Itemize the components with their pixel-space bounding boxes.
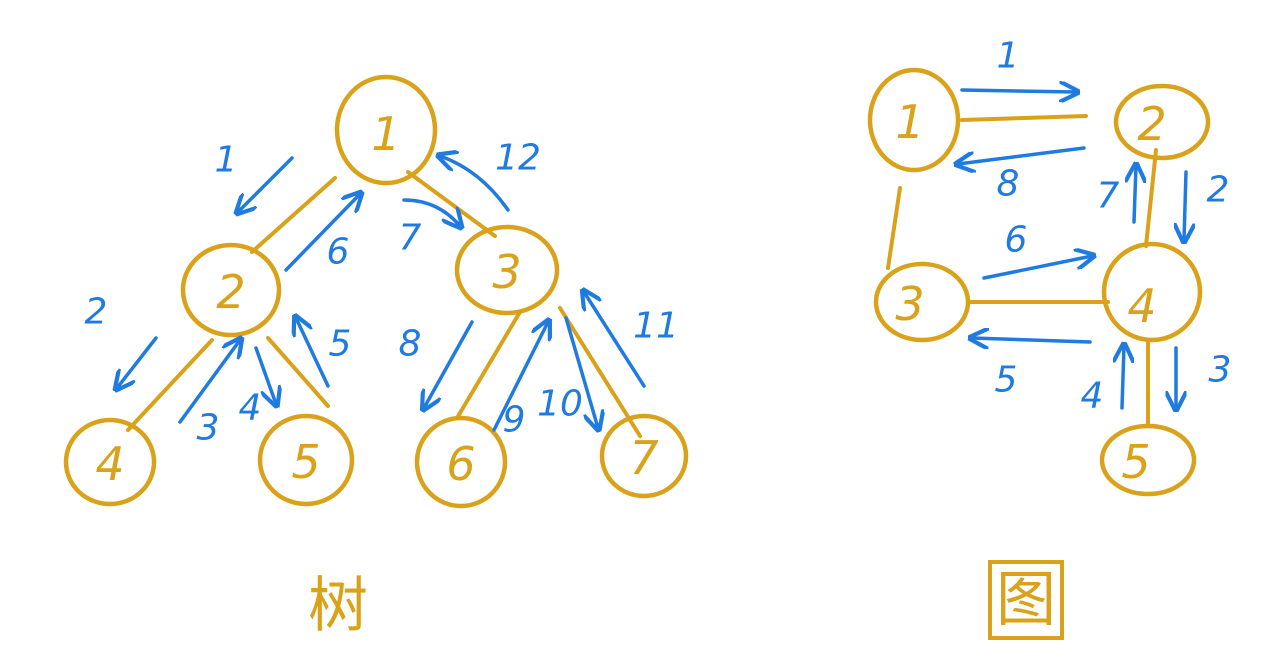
graph-edges [886, 114, 1158, 426]
tree-step-label: 9 [503, 400, 526, 441]
tree-node-label: 4 [95, 437, 124, 491]
tree-edge-1-3 [406, 170, 497, 238]
tree-arrow-8 [424, 320, 474, 408]
tree-node-label: 6 [446, 437, 475, 491]
tree-edge-2-4 [126, 338, 214, 432]
graph-arrows [958, 90, 1186, 408]
tree-arrow-6 [284, 194, 360, 272]
tree-arrow-7 [402, 198, 460, 226]
tree-step-labels: 1 2 3 4 5 6 7 8 9 10 11 12 [85, 138, 679, 449]
caption-frame [988, 560, 1064, 640]
graph-node-label: 1 [895, 95, 924, 149]
graph-arrow-4 [1122, 346, 1124, 410]
tree-node-1: 1 [334, 74, 438, 186]
tree-step-label: 1 [215, 140, 238, 181]
tree-node-3: 3 [454, 224, 560, 316]
graph-node-5: 5 [1099, 423, 1197, 497]
tree-arrow-5 [296, 318, 330, 388]
tree-node-2: 2 [180, 242, 282, 338]
graph-step-label: 4 [1081, 376, 1104, 417]
tree-caption: 树 [308, 571, 368, 641]
graph-step-label: 5 [995, 360, 1018, 401]
graph-node-3: 3 [873, 261, 971, 343]
tree-node-label: 7 [629, 431, 658, 485]
tree-step-label: 2 [85, 292, 108, 333]
graph-node-4: 4 [1101, 241, 1203, 343]
tree-step-label: 12 [495, 138, 541, 179]
graph-step-label: 6 [1005, 220, 1028, 261]
tree-step-label: 11 [633, 306, 679, 347]
tree-node-label: 2 [216, 265, 245, 319]
graph-edge-2-4 [1144, 148, 1158, 248]
graph-node-label: 5 [1121, 435, 1150, 489]
tree-node-7: 7 [599, 413, 689, 499]
tree-step-label: 5 [329, 324, 352, 365]
tree-arrow-9 [492, 322, 548, 432]
graph-step-label: 8 [997, 164, 1020, 205]
graph-arrow-2 [1184, 170, 1186, 240]
tree-arrow-3 [178, 340, 240, 424]
tree-step-label: 10 [537, 384, 583, 425]
tree-node-6: 6 [414, 415, 508, 509]
tree-arrow-4 [254, 346, 276, 404]
tree-edges [126, 170, 642, 438]
graph-node-label: 4 [1127, 279, 1156, 333]
tree-step-label: 8 [399, 324, 422, 365]
tree-edge-2-5 [266, 336, 330, 408]
graph-node-2: 2 [1113, 83, 1211, 161]
graph-step-label: 2 [1207, 170, 1230, 211]
graph-node-label: 3 [895, 277, 924, 331]
graph-step-labels: 1 2 3 4 5 6 7 8 [995, 36, 1232, 417]
tree-step-label: 6 [327, 232, 350, 273]
tree-arrows [117, 156, 646, 432]
tree-step-label: 7 [399, 218, 422, 259]
graph-diagram: 1 2 3 4 5 1 [867, 36, 1232, 640]
graph-caption-group: 图 [988, 560, 1064, 640]
graph-node-label: 2 [1137, 97, 1166, 151]
tree-diagram: 1 2 3 4 5 6 7 [63, 74, 689, 641]
graph-arrow-6 [982, 256, 1092, 280]
graph-arrow-5 [972, 338, 1092, 342]
graph-arrow-8 [958, 146, 1086, 164]
tree-arrow-10 [564, 316, 598, 428]
tree-arrow-12 [440, 156, 510, 212]
tree-step-label: 4 [239, 388, 262, 429]
tree-arrow-1 [238, 156, 294, 212]
tree-node-label: 1 [371, 107, 400, 161]
tree-node-label: 3 [492, 245, 521, 299]
graph-step-label: 7 [1097, 176, 1120, 217]
tree-node-5: 5 [257, 413, 355, 507]
graph-edge-1-3 [886, 186, 902, 270]
tree-arrow-2 [117, 336, 158, 388]
graph-step-label: 1 [997, 36, 1020, 77]
tree-edge-3-7 [558, 306, 642, 438]
tree-edge-3-6 [455, 310, 522, 420]
graph-edge-1-2 [960, 114, 1088, 122]
graph-arrow-1 [960, 90, 1076, 92]
graph-node-1: 1 [867, 67, 961, 173]
tree-edge-1-2 [250, 176, 337, 254]
graph-arrow-7 [1134, 166, 1136, 224]
graph-caption: 图 [996, 565, 1056, 635]
tree-arrow-11 [584, 292, 646, 388]
tree-node-label: 5 [291, 435, 320, 489]
tree-node-4: 4 [63, 417, 157, 507]
tree-step-label: 3 [197, 408, 220, 449]
graph-step-label: 3 [1209, 350, 1232, 391]
